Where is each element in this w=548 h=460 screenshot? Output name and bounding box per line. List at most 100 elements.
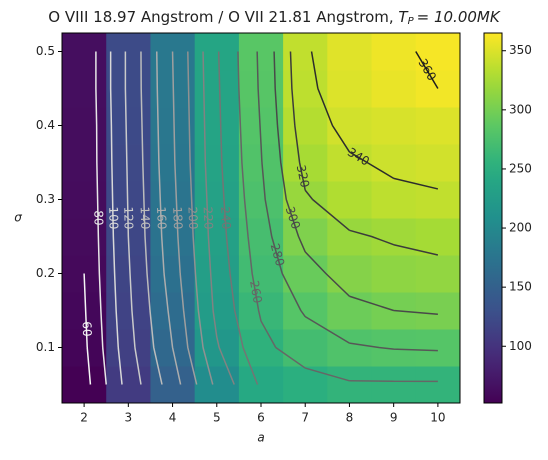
chart-title: O VIII 18.97 Angstrom / O VII 21.81 Angs… xyxy=(48,8,501,28)
x-tick-label: 8 xyxy=(346,411,354,425)
heatmap-cell xyxy=(371,107,417,145)
heatmap-cell xyxy=(415,144,461,182)
title-subscript: P xyxy=(408,16,415,27)
heatmap-cell xyxy=(283,292,328,330)
heatmap-cell xyxy=(327,33,373,71)
contour-line xyxy=(310,51,439,190)
heatmap-cell xyxy=(194,292,240,330)
colorbar-tick-label: 350 xyxy=(509,43,532,57)
contour-label: 300 xyxy=(283,205,303,231)
heatmap-cell xyxy=(415,218,461,256)
heatmap-cell xyxy=(106,107,151,145)
contour-line xyxy=(109,51,123,385)
heatmap-cell xyxy=(238,292,284,330)
heatmap-cell xyxy=(150,366,196,404)
x-tick-label: 5 xyxy=(213,411,221,425)
x-tick-label: 10 xyxy=(430,411,445,425)
heatmap-cell xyxy=(194,144,240,182)
heatmap-cell xyxy=(62,107,107,145)
heatmap-cell xyxy=(106,33,151,71)
colorbar-tick-label: 150 xyxy=(509,280,532,294)
heatmap-cell xyxy=(327,292,373,330)
heatmap-cell xyxy=(327,70,373,108)
heatmap-cell xyxy=(415,329,461,367)
contour-line xyxy=(202,51,235,385)
heatmap-cell xyxy=(106,329,151,367)
contour-line xyxy=(156,51,182,385)
colorbar xyxy=(483,32,503,404)
contour-line xyxy=(124,51,142,385)
contour-line xyxy=(83,273,92,385)
heatmap-cell xyxy=(415,107,461,145)
heatmap-cell xyxy=(106,144,151,182)
heatmap-cell xyxy=(371,70,417,108)
heatmap-cell xyxy=(194,70,240,108)
heatmap-cell xyxy=(106,292,151,330)
heatmap-cell xyxy=(283,218,328,256)
heatmap-cell xyxy=(283,144,328,182)
heatmap-cell xyxy=(415,292,461,330)
title-text: O VIII 18.97 Angstrom / O VII 21.81 Angs… xyxy=(48,8,393,26)
contour-label: 320 xyxy=(294,164,312,189)
heatmap-cell xyxy=(238,70,284,108)
contour-line xyxy=(140,51,163,385)
colorbar-tick-label: 200 xyxy=(509,221,532,235)
contour-label: 280 xyxy=(268,242,288,268)
x-tick-label: 3 xyxy=(125,411,133,425)
contour-line xyxy=(256,51,438,352)
y-tick-label: 0.3 xyxy=(36,192,55,206)
contour-line xyxy=(289,51,439,256)
heatmap xyxy=(62,33,461,404)
heatmap-cell xyxy=(62,366,107,404)
heatmap-cell xyxy=(150,218,196,256)
y-axis-label: σ xyxy=(14,211,22,225)
y-tick-label: 0.5 xyxy=(36,44,55,58)
x-tick-label: 4 xyxy=(169,411,177,425)
x-tick-label: 6 xyxy=(257,411,265,425)
contour-label: 180 xyxy=(170,206,185,229)
heatmap-cell xyxy=(327,144,373,182)
contour-line xyxy=(171,51,198,385)
heatmap-cell xyxy=(238,33,284,71)
heatmap-cell xyxy=(415,255,461,293)
contour-label: 200 xyxy=(185,206,200,229)
y-tick-label: 0.1 xyxy=(36,340,55,354)
heatmap-cell xyxy=(150,292,196,330)
colorbar-tick-label: 300 xyxy=(509,102,532,116)
contour-line xyxy=(415,51,439,89)
contour-label: 100 xyxy=(106,206,120,229)
heatmap-cell xyxy=(150,181,196,219)
heatmap-cell xyxy=(371,255,417,293)
heatmap-cell xyxy=(283,329,328,367)
contour-line xyxy=(217,51,259,385)
contour-label: 160 xyxy=(154,206,169,229)
heatmap-cell xyxy=(62,292,107,330)
heatmap-cell xyxy=(62,144,107,182)
heatmap-cell xyxy=(327,255,373,293)
heatmap-cell xyxy=(150,255,196,293)
x-tick-label: 9 xyxy=(390,411,398,425)
y-tick-label: 0.2 xyxy=(36,266,55,280)
title-rest: = 10.00MK xyxy=(417,8,501,26)
heatmap-cell xyxy=(371,181,417,219)
heatmap-cell xyxy=(238,255,284,293)
x-tick-label: 7 xyxy=(301,411,309,425)
x-tick-label: 2 xyxy=(80,411,88,425)
heatmap-cell xyxy=(327,366,373,404)
colorbar-tick-label: 250 xyxy=(509,161,532,175)
heatmap-cell xyxy=(106,255,151,293)
heatmap-cell xyxy=(283,255,328,293)
contour-label: 260 xyxy=(247,279,265,304)
contour-line xyxy=(273,51,438,315)
heatmap-cell xyxy=(194,33,240,71)
contour-label: 140 xyxy=(138,206,153,229)
heatmap-cell xyxy=(62,70,107,108)
heatmap-cell xyxy=(327,181,373,219)
heatmap-cell xyxy=(415,70,461,108)
heatmap-cell xyxy=(194,218,240,256)
contour-line xyxy=(187,51,214,385)
contour-line xyxy=(95,51,107,385)
heatmap-cell xyxy=(62,329,107,367)
contour-label: 220 xyxy=(201,206,216,229)
